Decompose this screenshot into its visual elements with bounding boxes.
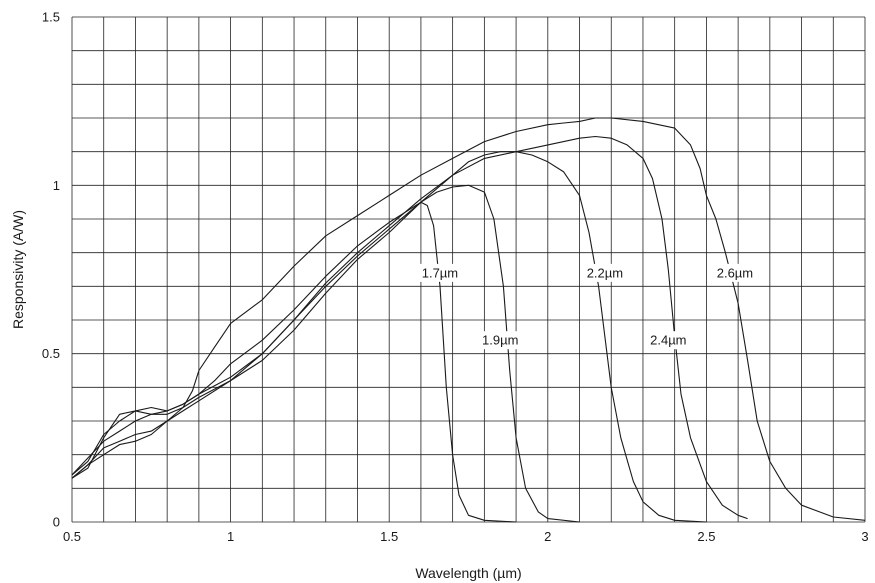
- x-tick-label: 0.5: [63, 529, 81, 544]
- y-axis-ticks: 0 0.5 1 1.5: [42, 10, 60, 530]
- x-tick-label: 2: [544, 529, 551, 544]
- series-line-1.7µm: [71, 201, 517, 523]
- x-tick-label: 2.5: [697, 529, 715, 544]
- x-tick-label: 3: [861, 529, 868, 544]
- curve-label-bg: [713, 263, 757, 282]
- x-tick-label: 1.5: [380, 529, 398, 544]
- series-line-2.2µm: [71, 151, 707, 523]
- curve-label-1.9µm: 1.9µm: [479, 331, 522, 350]
- curve-label-2.6µm: 2.6µm: [713, 263, 757, 282]
- y-axis-label: Responsivity (A/W): [10, 210, 26, 329]
- curve-label-2.2µm: 2.2µm: [583, 263, 627, 282]
- curve-label-text: 2.6µm: [717, 265, 753, 280]
- curve-label-bg: [583, 263, 627, 282]
- series-line-2.6µm: [71, 117, 866, 521]
- series-line-2.4µm: [71, 135, 748, 520]
- series-line-1.9µm: [71, 184, 580, 523]
- curve-label-bg: [647, 331, 690, 350]
- curve-label-bg: [418, 263, 462, 282]
- x-axis-ticks: 0.5 1 1.5 2 2.5 3: [63, 529, 869, 544]
- curve-label-text: 2.2µm: [587, 265, 623, 280]
- curve-label-text: 2.4µm: [650, 333, 686, 348]
- curve-label-bg: [479, 331, 522, 350]
- y-tick-label: 1.5: [42, 10, 60, 25]
- curve-label-1.7µm: 1.7µm: [418, 263, 462, 282]
- curve-label-text: 1.9µm: [482, 333, 518, 348]
- x-axis-label: Wavelength (µm): [415, 565, 521, 581]
- y-tick-label: 0: [53, 515, 60, 530]
- y-tick-label: 0.5: [42, 346, 60, 361]
- x-tick-label: 1: [227, 529, 234, 544]
- curve-label-2.4µm: 2.4µm: [647, 331, 690, 350]
- y-tick-label: 1: [53, 178, 60, 193]
- curve-labels: 1.7µm 1.9µm 2.2µm 2.4µm 2.6µm: [418, 263, 757, 350]
- curve-label-text: 1.7µm: [422, 265, 458, 280]
